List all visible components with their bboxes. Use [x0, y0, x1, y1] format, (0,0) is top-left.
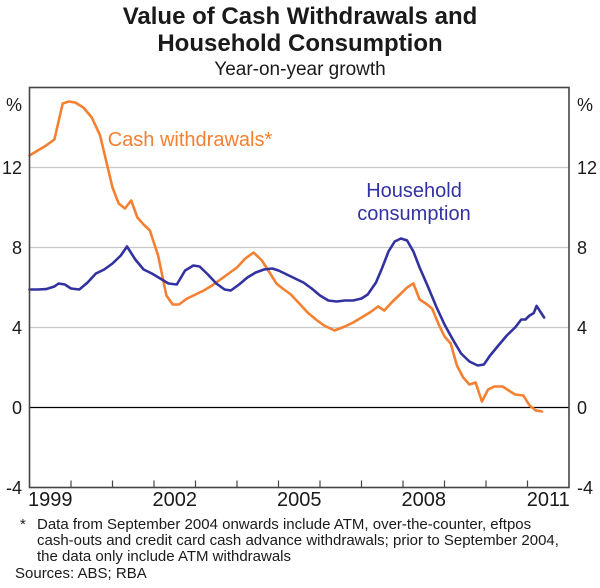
y-label-left-8: 8	[12, 238, 22, 258]
y-unit-left: %	[6, 95, 22, 115]
footnote-text: Data from September 2004 onwards include…	[37, 517, 592, 565]
footnote-line3: the data only include ATM withdrawals	[37, 548, 292, 565]
plot-frame	[28, 86, 570, 489]
household-consumption-series-label-line1: Household	[366, 180, 462, 202]
footnote-marker: *	[20, 516, 26, 533]
y-label-right-0: 0	[577, 398, 587, 418]
chart-title-line2: Household Consumption	[157, 30, 443, 57]
x-label-2005: 2005	[277, 489, 322, 511]
cash-withdrawals-series-label: Cash withdrawals*	[108, 129, 273, 151]
y-label-left-0: 0	[12, 398, 22, 418]
footnote-line2: cash-outs and credit card cash advance w…	[37, 532, 559, 549]
chart-subtitle: Year-on-year growth	[214, 59, 386, 80]
y-label-right-8: 8	[577, 238, 587, 258]
y-label-left-4: 4	[12, 318, 22, 338]
y-unit-right: %	[577, 95, 593, 115]
household-consumption-series-label-line2: consumption	[357, 203, 470, 225]
cash-withdrawals-line	[28, 100, 544, 413]
y-label-left-12: 12	[2, 158, 22, 178]
footnote-line1: Data from September 2004 onwards include…	[37, 516, 532, 533]
sources-line: Sources: ABS; RBA	[15, 565, 147, 582]
y-label-right-4: 4	[577, 318, 587, 338]
x-label-2011: 2011	[527, 489, 570, 511]
y-label-left--4: -4	[6, 478, 22, 498]
x-label-1999: 1999	[28, 489, 73, 511]
generated-chart-layer: -4 -4 0 0 4 4 8 8 12 12% % 1999 2002 2005 2008 2011	[2, 86, 597, 511]
x-label-2002: 2002	[153, 489, 198, 511]
chart-title-line1: Value of Cash Withdrawals and	[122, 3, 478, 30]
y-label-right--4: -4	[577, 478, 593, 498]
footnote: * Data from September 2004 onwards inclu…	[20, 517, 592, 565]
x-label-2008: 2008	[402, 489, 447, 511]
y-label-right-12: 12	[577, 158, 597, 178]
household-consumption-line	[28, 237, 546, 367]
